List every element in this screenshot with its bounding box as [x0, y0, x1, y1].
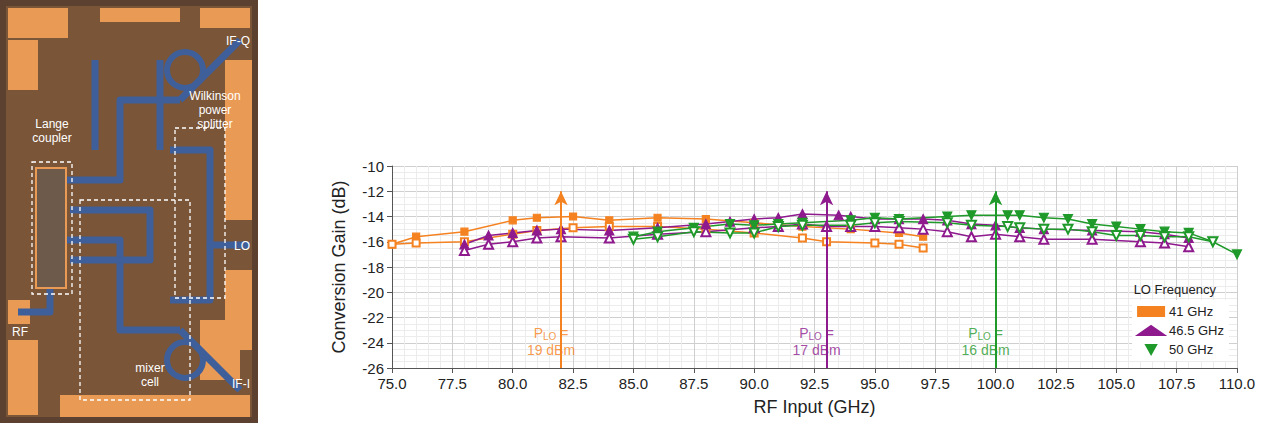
svg-text:107.5: 107.5 — [1158, 375, 1196, 392]
svg-text:110.0: 110.0 — [1219, 375, 1255, 392]
svg-text:IF-I: IF-I — [232, 377, 250, 391]
svg-text:95.0: 95.0 — [860, 375, 889, 392]
svg-text:82.5: 82.5 — [558, 375, 587, 392]
svg-text:87.5: 87.5 — [679, 375, 708, 392]
svg-text:-26: -26 — [362, 360, 384, 377]
svg-text:105.0: 105.0 — [1098, 375, 1136, 392]
svg-text:RF: RF — [12, 325, 28, 339]
svg-text:17 dBm: 17 dBm — [792, 342, 840, 358]
svg-text:-14: -14 — [362, 208, 384, 225]
svg-text:50 GHz: 50 GHz — [1169, 342, 1213, 357]
svg-text:Langecoupler: Langecoupler — [32, 117, 71, 145]
svg-text:77.5: 77.5 — [438, 375, 467, 392]
svg-text:-24: -24 — [362, 334, 384, 351]
svg-text:mixercell: mixercell — [135, 361, 164, 389]
svg-text:LO: LO — [809, 331, 823, 342]
svg-text:16 dBm: 16 dBm — [961, 342, 1009, 358]
svg-text:102.5: 102.5 — [1037, 375, 1075, 392]
svg-text:75.0: 75.0 — [377, 375, 406, 392]
svg-text:90.0: 90.0 — [740, 375, 769, 392]
svg-text:-16: -16 — [362, 233, 384, 250]
svg-text:LO Frequency: LO Frequency — [1134, 282, 1217, 297]
svg-text:-20: -20 — [362, 284, 384, 301]
svg-text:P: P — [968, 325, 977, 341]
svg-text:=: = — [991, 325, 1003, 341]
svg-text:Wilkinsonpowersplitter: Wilkinsonpowersplitter — [189, 89, 240, 131]
svg-text:85.0: 85.0 — [619, 375, 648, 392]
svg-text:-18: -18 — [362, 259, 384, 276]
svg-text:100.0: 100.0 — [977, 375, 1015, 392]
svg-text:-22: -22 — [362, 309, 384, 326]
svg-text:P: P — [799, 325, 808, 341]
svg-text:-10: -10 — [362, 158, 384, 175]
svg-text:LO: LO — [978, 331, 992, 342]
svg-text:19 dBm: 19 dBm — [527, 342, 575, 358]
svg-text:Conversion Gain (dB): Conversion Gain (dB) — [329, 180, 349, 353]
svg-text:92.5: 92.5 — [800, 375, 829, 392]
svg-text:RF Input (GHz): RF Input (GHz) — [753, 397, 875, 417]
svg-text:LO: LO — [543, 331, 557, 342]
svg-text:97.5: 97.5 — [921, 375, 950, 392]
svg-text:LO: LO — [234, 239, 250, 253]
svg-text:41 GHz: 41 GHz — [1169, 304, 1213, 319]
svg-text:46.5 GHz: 46.5 GHz — [1169, 323, 1224, 338]
svg-text:IF-Q: IF-Q — [226, 34, 250, 48]
svg-text:=: = — [822, 325, 834, 341]
svg-text:-12: -12 — [362, 183, 384, 200]
svg-text:=: = — [556, 325, 568, 341]
svg-text:80.0: 80.0 — [498, 375, 527, 392]
svg-text:P: P — [534, 325, 543, 341]
